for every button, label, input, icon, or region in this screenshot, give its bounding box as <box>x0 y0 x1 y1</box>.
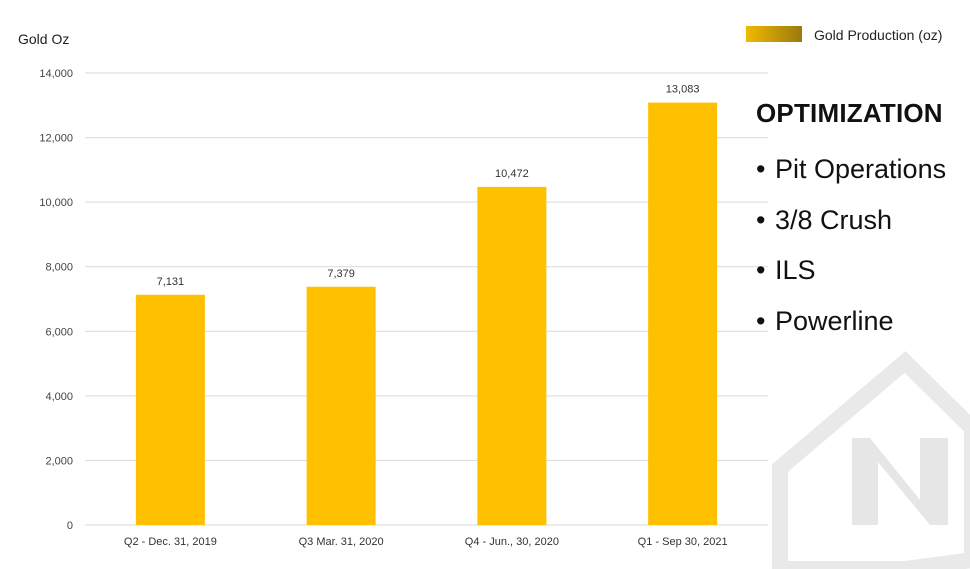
legend-label: Gold Production (oz) <box>814 27 942 43</box>
bar-value-label: 10,472 <box>495 168 529 180</box>
y-tick-label: 8,000 <box>45 262 73 274</box>
y-tick-label: 4,000 <box>45 391 73 403</box>
y-tick-label: 6,000 <box>45 326 73 338</box>
x-category-label: Q2 - Dec. 31, 2019 <box>124 536 217 548</box>
y-tick-label: 2,000 <box>45 455 73 467</box>
y-axis-label: Gold Oz <box>18 31 69 47</box>
optimization-item: • ILS <box>756 251 946 302</box>
bullet-icon: • <box>756 154 766 184</box>
x-category-label: Q1 - Sep 30, 2021 <box>638 536 728 548</box>
bullet-icon: • <box>756 305 766 336</box>
bullet-icon: • <box>756 204 766 235</box>
optimization-item-label: Powerline <box>775 305 894 336</box>
bar-value-label: 13,083 <box>666 84 700 96</box>
bar <box>306 286 376 525</box>
optimization-item-label: Pit Operations <box>775 154 947 184</box>
y-tick-label: 0 <box>67 520 73 532</box>
y-tick-label: 14,000 <box>39 68 73 80</box>
optimization-item: • Powerline <box>756 302 946 353</box>
bullet-icon: • <box>756 255 766 285</box>
x-category-label: Q3 Mar. 31, 2020 <box>299 536 384 548</box>
legend-swatch <box>746 26 802 42</box>
bar <box>477 186 547 526</box>
x-category-label: Q4 - Jun., 30, 2020 <box>465 536 559 548</box>
bar-value-label: 7,379 <box>327 268 355 280</box>
y-tick-label: 12,000 <box>39 133 73 145</box>
bar <box>648 102 718 525</box>
optimization-title: OPTIMIZATION <box>756 98 943 128</box>
y-tick-label: 10,000 <box>39 197 73 209</box>
legend: Gold Production (oz) <box>746 26 942 43</box>
optimization-item-label: 3/8 Crush <box>775 204 893 235</box>
optimization-item-label: ILS <box>775 255 816 285</box>
bar <box>135 294 205 525</box>
bar-value-label: 7,131 <box>157 276 185 288</box>
optimization-list: • Pit Operations • 3/8 Crush • ILS • Powerli… <box>756 150 946 352</box>
optimization-item: • Pit Operations <box>756 150 946 201</box>
company-logo <box>772 351 970 569</box>
optimization-item: • 3/8 Crush <box>756 201 946 252</box>
